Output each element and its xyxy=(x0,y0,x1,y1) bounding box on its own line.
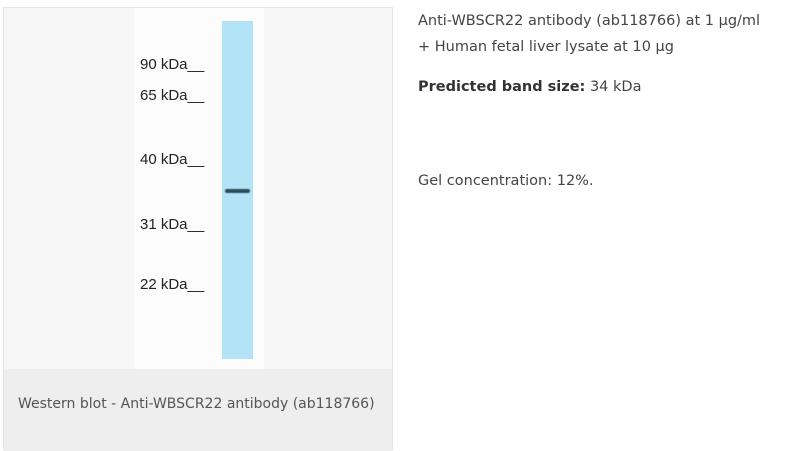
marker-90: 90 kDa__ xyxy=(140,56,205,73)
image-caption: Western blot - Anti-WBSCR22 antibody (ab… xyxy=(4,369,392,451)
marker-40: 40 kDa__ xyxy=(140,151,205,168)
predicted-band-size: Predicted band size: 34 kDa xyxy=(418,74,760,100)
marker-65: 65 kDa__ xyxy=(140,87,205,104)
western-blot-image[interactable]: 90 kDa__ 65 kDa__ 40 kDa__ 31 kDa__ 22 k… xyxy=(134,8,264,369)
lysate-line: + Human fetal liver lysate at 10 µg xyxy=(418,39,674,55)
antibody-line: Anti-WBSCR22 antibody (ab118766) at 1 µg… xyxy=(418,13,761,29)
blot-details: Anti-WBSCR22 antibody (ab118766) at 1 µg… xyxy=(418,8,760,194)
band-label: Predicted band size: xyxy=(418,79,586,95)
gel-concentration: Gel concentration: 12%. xyxy=(418,173,594,189)
blot-lane xyxy=(222,21,253,359)
marker-31: 31 kDa__ xyxy=(140,216,205,233)
marker-22: 22 kDa__ xyxy=(140,276,205,293)
blot-band xyxy=(225,189,250,193)
band-value: 34 kDa xyxy=(585,79,642,95)
image-panel: 90 kDa__ 65 kDa__ 40 kDa__ 31 kDa__ 22 k… xyxy=(3,7,393,451)
